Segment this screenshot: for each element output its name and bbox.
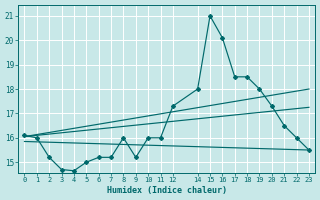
X-axis label: Humidex (Indice chaleur): Humidex (Indice chaleur) xyxy=(107,186,227,195)
